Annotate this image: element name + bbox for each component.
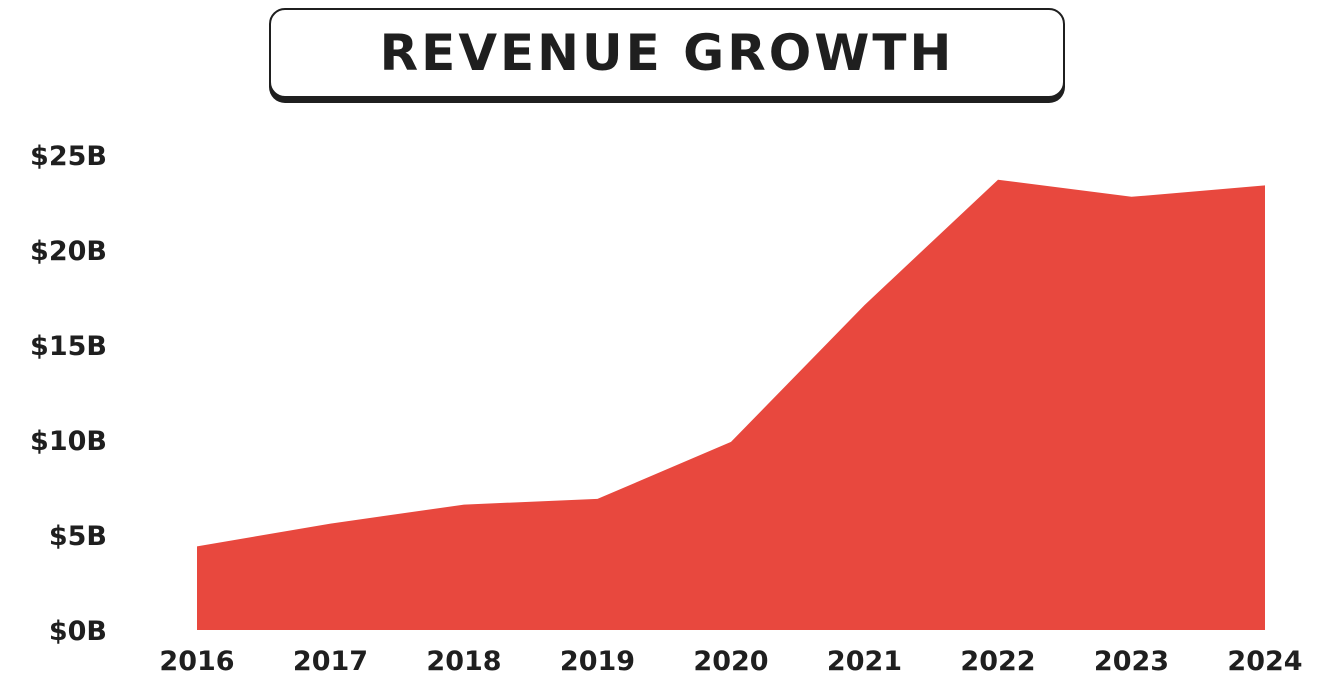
- x-axis: 2016 2017 2018 2019 2020 2021 2022 2023 2024: [159, 646, 1302, 677]
- x-tick-label: 2019: [560, 646, 635, 677]
- y-tick-label: $5B: [49, 521, 107, 552]
- y-axis: $0B $5B $10B $15B $20B $25B: [30, 141, 107, 647]
- revenue-area: [197, 179, 1265, 630]
- x-tick-label: 2023: [1094, 646, 1169, 677]
- y-tick-label: $15B: [30, 331, 107, 362]
- y-tick-label: $0B: [49, 616, 107, 647]
- x-tick-label: 2024: [1227, 646, 1302, 677]
- x-tick-label: 2018: [426, 646, 501, 677]
- x-tick-label: 2017: [293, 646, 368, 677]
- x-tick-label: 2016: [159, 646, 234, 677]
- x-tick-label: 2022: [960, 646, 1035, 677]
- y-tick-label: $20B: [30, 236, 107, 267]
- x-tick-label: 2020: [693, 646, 768, 677]
- y-tick-label: $10B: [30, 426, 107, 457]
- chart-title: REVENUE GROWTH: [379, 24, 955, 82]
- chart-title-box: REVENUE GROWTH: [269, 8, 1065, 98]
- y-tick-label: $25B: [30, 141, 107, 172]
- x-tick-label: 2021: [827, 646, 902, 677]
- area-layer: [197, 179, 1265, 630]
